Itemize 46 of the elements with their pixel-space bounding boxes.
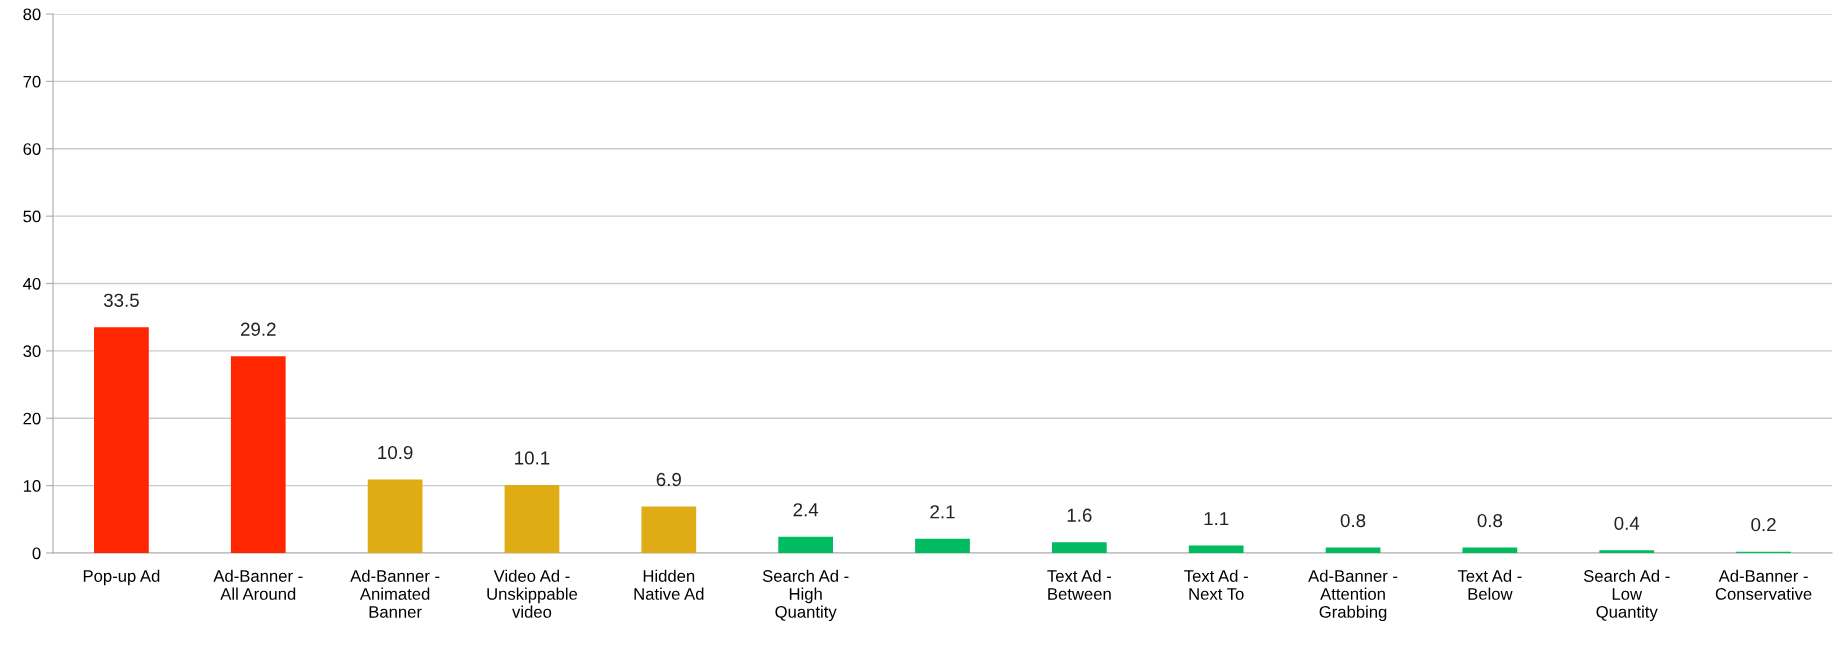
y-tick-label: 30: [23, 345, 41, 358]
x-tick-label: Search Ad - High Quantity: [762, 569, 849, 622]
bar: [94, 327, 149, 553]
bar: [1599, 550, 1655, 553]
y-tick-label: 0: [32, 547, 41, 560]
data-label: 1.1: [1204, 512, 1229, 526]
x-tick-label: Text Ad - Between: [1047, 569, 1112, 600]
data-label: 2.1: [930, 505, 955, 519]
bar: [915, 538, 970, 553]
x-tick-label: Ad-Banner - Animated Banner: [350, 569, 440, 618]
x-tick-label: Video Ad - Unskippable video: [487, 569, 578, 618]
bar: [504, 484, 560, 553]
bar: [1462, 547, 1518, 553]
bar: [367, 479, 423, 553]
y-tick-label: 20: [23, 412, 41, 425]
bar: [641, 506, 697, 553]
data-label: 6.9: [656, 472, 681, 487]
bar: [230, 356, 286, 553]
x-tick-label: Pop-up Ad: [83, 569, 160, 586]
data-label: 10.1: [515, 451, 550, 465]
x-tick-label: Text Ad - Next To: [1184, 569, 1248, 600]
y-tick-label: 60: [23, 143, 41, 155]
y-tick-label: 80: [23, 8, 41, 21]
x-tick-label: Ad-Banner - Attention Grabbing: [1308, 569, 1398, 622]
bar: [1051, 542, 1107, 553]
data-label: 1.6: [1067, 508, 1092, 522]
data-label: 0.2: [1751, 518, 1776, 532]
y-tick-label: 40: [23, 277, 41, 290]
y-tick-label: 10: [23, 480, 41, 492]
data-label: 10.9: [378, 445, 413, 460]
data-label: 29.2: [240, 322, 276, 336]
data-label: 0.8: [1340, 513, 1366, 528]
bar: [1325, 547, 1381, 553]
data-label: 33.5: [103, 293, 139, 307]
y-tick-label: 50: [23, 210, 41, 223]
data-label: 2.4: [793, 503, 819, 517]
x-tick-label: Ad-Banner - All Around: [213, 569, 303, 600]
data-label: 0.4: [1614, 516, 1640, 530]
x-tick-label: Ad-Banner - Conservative: [1715, 569, 1812, 600]
bar: [1188, 545, 1244, 553]
x-tick-label: Text Ad - Below: [1457, 569, 1522, 600]
data-label: 0.8: [1477, 513, 1503, 528]
bar: [778, 536, 834, 553]
x-tick-label: Hidden Native Ad: [634, 569, 704, 600]
x-tick-label: Search Ad - Low Quantity: [1583, 569, 1670, 622]
y-tick-label: 70: [23, 75, 41, 88]
